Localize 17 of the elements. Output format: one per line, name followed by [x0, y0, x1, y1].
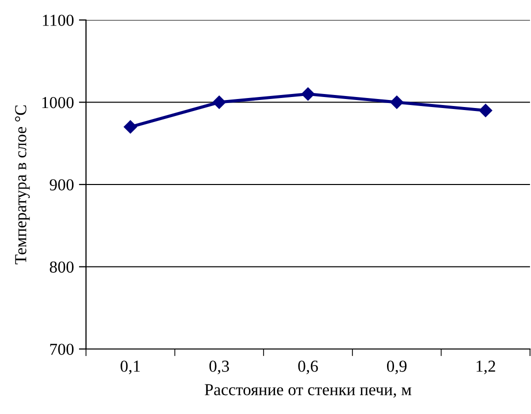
- point: [390, 96, 404, 109]
- point: [212, 96, 226, 109]
- point: [124, 120, 137, 134]
- x-tick-label: 0,9: [387, 360, 407, 374]
- y-tick-label: 800: [50, 261, 74, 273]
- y-tick-label: 700: [50, 344, 74, 355]
- point: [479, 104, 492, 118]
- x-tick-label: 0,6: [298, 360, 318, 374]
- x-tick-label: 1,2: [476, 360, 496, 374]
- x-tick-label: 0,1: [120, 360, 140, 374]
- y-tick-label: 900: [50, 179, 74, 190]
- y-tick-label: 1100: [42, 14, 74, 26]
- y-axis-title: Температура в слое °C: [15, 105, 30, 264]
- x-tick-label: 0,3: [209, 360, 229, 374]
- x-axis-title: Расстояние от стенки печи, м: [204, 384, 412, 398]
- point: [301, 87, 315, 101]
- y-tick-label: 1000: [42, 96, 74, 108]
